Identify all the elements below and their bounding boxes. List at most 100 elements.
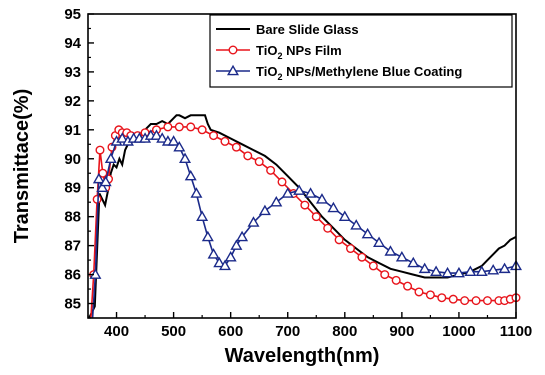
data-point	[220, 136, 230, 146]
data-point	[373, 236, 386, 248]
data-point	[471, 296, 481, 306]
data-point	[311, 212, 321, 222]
data-point	[230, 239, 243, 250]
data-point	[361, 227, 374, 239]
data-point	[304, 187, 317, 198]
x-tick-label: 1100	[500, 323, 533, 340]
x-tick-label: 600	[218, 323, 243, 340]
y-tick-label: 94	[64, 35, 81, 52]
data-point	[207, 248, 220, 259]
plot-series	[88, 114, 523, 319]
series-1	[89, 122, 521, 319]
y-axis: 85 86 87 88 89 90 91 92 93 94 95	[64, 6, 94, 319]
data-point	[254, 157, 264, 167]
data-point	[346, 244, 356, 254]
data-point	[414, 287, 424, 297]
data-point	[357, 252, 367, 262]
data-point	[430, 265, 443, 276]
data-point	[277, 177, 287, 187]
x-tick-label: 500	[161, 323, 186, 340]
x-tick-label: 700	[275, 323, 300, 340]
series-0	[88, 114, 517, 319]
data-point	[174, 122, 184, 132]
data-point	[482, 296, 492, 306]
data-point	[190, 187, 203, 198]
data-point	[391, 275, 401, 285]
y-tick-label: 89	[64, 180, 81, 197]
x-tick-label: 1000	[442, 323, 475, 340]
data-point	[395, 250, 408, 262]
y-tick-label: 86	[64, 267, 81, 284]
data-point	[293, 184, 306, 195]
data-point	[163, 122, 173, 132]
data-point	[156, 132, 169, 143]
data-point	[201, 230, 214, 242]
data-point	[315, 193, 328, 204]
data-point	[196, 210, 209, 221]
data-point	[300, 200, 310, 210]
legend-item: TiO2 NPs/Methylene Blue Coating	[216, 64, 462, 82]
y-tick-label: 88	[64, 209, 81, 226]
y-tick-label: 85	[64, 296, 81, 313]
data-point	[116, 132, 129, 143]
data-point	[92, 172, 105, 184]
legend-label: TiO2 NPs Film	[256, 43, 342, 61]
data-point	[437, 293, 447, 303]
legend-box	[209, 14, 513, 88]
y-tick-label: 91	[64, 122, 81, 139]
data-point	[218, 259, 231, 271]
data-point	[323, 223, 333, 233]
data-point	[441, 266, 454, 278]
data-point	[95, 145, 105, 155]
data-point	[266, 165, 276, 175]
data-point	[270, 195, 283, 207]
legend-swatch-marker	[228, 45, 238, 55]
data-point	[281, 187, 294, 198]
plot-frame	[87, 13, 517, 319]
y-tick-label: 87	[64, 238, 81, 255]
y-axis-title: Transmittace(%)	[11, 89, 33, 244]
data-point	[224, 250, 237, 262]
data-point	[464, 265, 477, 276]
data-point	[338, 210, 351, 221]
data-point	[167, 135, 180, 146]
legend-item: TiO2 NPs Film	[216, 43, 342, 61]
data-point	[407, 256, 420, 268]
data-point	[350, 219, 363, 230]
legend: Bare Slide Glass TiO2 NPs Film TiO2 NPs/Me…	[209, 14, 513, 88]
series-line	[91, 134, 517, 319]
data-point	[384, 245, 397, 256]
legend-swatch-marker	[226, 64, 240, 76]
data-point	[258, 204, 271, 216]
data-point	[99, 175, 112, 187]
x-tick-label: 800	[332, 323, 357, 340]
data-point	[96, 181, 109, 193]
legend-item: Bare Slide Glass	[216, 22, 359, 37]
series-line	[90, 126, 517, 319]
data-point	[334, 235, 344, 245]
x-axis: 400 500 600 700 800 900 1000 1100	[87, 312, 533, 340]
data-point	[236, 230, 249, 242]
data-point	[475, 265, 488, 276]
data-point	[150, 129, 163, 140]
data-point	[247, 216, 260, 227]
data-point	[184, 169, 197, 181]
data-point	[179, 152, 192, 164]
data-point	[418, 262, 431, 274]
data-point	[452, 266, 465, 278]
legend-label: Bare Slide Glass	[256, 22, 359, 37]
data-point	[104, 152, 117, 164]
data-point	[327, 201, 340, 213]
data-point	[403, 281, 413, 291]
data-point	[380, 270, 390, 280]
data-point	[498, 262, 511, 274]
data-point	[186, 122, 196, 132]
series-line	[88, 114, 517, 319]
y-tick-label: 90	[64, 151, 81, 168]
data-point	[368, 261, 378, 271]
data-point	[487, 264, 500, 275]
data-point	[425, 290, 435, 300]
y-tick-label: 93	[64, 64, 81, 81]
data-point	[173, 140, 186, 152]
